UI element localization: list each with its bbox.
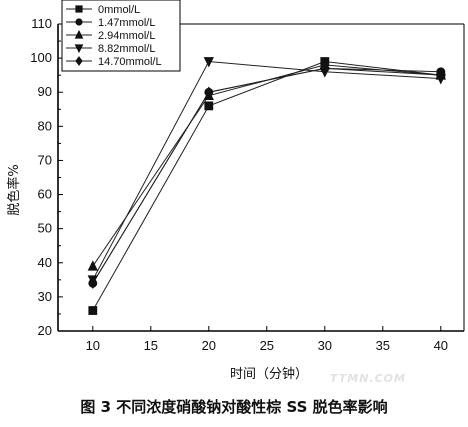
x-tick-label: 35 <box>376 338 390 353</box>
y-tick-label: 80 <box>38 118 52 133</box>
watermark: TTMN.COM <box>330 372 406 385</box>
x-axis-title: 时间（分钟） <box>230 366 308 382</box>
y-tick-label: 70 <box>38 152 52 167</box>
legend-marker <box>75 5 83 13</box>
legend-marker <box>74 44 84 54</box>
legend-label: 0mmol/L <box>98 4 140 16</box>
legend-marker <box>74 29 84 39</box>
legend-marker <box>75 18 83 26</box>
figure-caption: 图 3 不同浓度硝酸钠对酸性棕 SS 脱色率影响 <box>80 398 388 416</box>
legend-label: 2.94mmol/L <box>98 30 155 42</box>
legend-label: 1.47mmol/L <box>98 17 155 29</box>
data-point-series-2 <box>87 260 98 271</box>
legend-label: 8.82mmol/L <box>98 43 155 55</box>
x-tick-label: 20 <box>202 338 216 353</box>
x-tick-label: 30 <box>318 338 332 353</box>
y-tick-label: 100 <box>30 50 52 65</box>
series-line-1 <box>92 67 441 284</box>
x-tick-label: 10 <box>86 338 100 353</box>
y-tick-label: 40 <box>38 255 52 270</box>
y-tick-label: 20 <box>38 323 52 338</box>
data-point-series-4 <box>204 86 214 98</box>
y-tick-label: 90 <box>38 84 52 99</box>
legend-label: 14.70mmol/L <box>98 56 162 68</box>
series-line-3 <box>92 60 441 281</box>
legend: 0mmol/L1.47mmol/L2.94mmol/L8.82mmol/L14.… <box>61 0 181 72</box>
x-tick-label: 25 <box>260 338 274 353</box>
legend-marker <box>75 56 83 66</box>
y-axis-title: 脱色率% <box>6 164 22 215</box>
x-tick-label: 15 <box>144 338 158 353</box>
data-point-series-0 <box>88 306 98 315</box>
y-tick-label: 50 <box>38 221 52 236</box>
data-point-series-4 <box>88 277 98 289</box>
data-point-series-4 <box>436 69 446 81</box>
x-tick-label: 40 <box>434 338 448 353</box>
data-point-series-3 <box>203 57 214 68</box>
y-tick-label: 110 <box>31 16 52 31</box>
series-line-2 <box>92 64 441 267</box>
series-line-4 <box>92 67 441 284</box>
series-line-0 <box>92 61 441 311</box>
line-chart: 20 30 40 50 60 70 80 90 100 110 10 15 20 25 30 35 40 时间… <box>6 0 465 382</box>
data-point-series-4 <box>320 62 330 74</box>
y-tick-label: 30 <box>38 289 52 304</box>
data-point-series-0 <box>204 101 214 111</box>
y-tick-label: 60 <box>38 187 52 202</box>
